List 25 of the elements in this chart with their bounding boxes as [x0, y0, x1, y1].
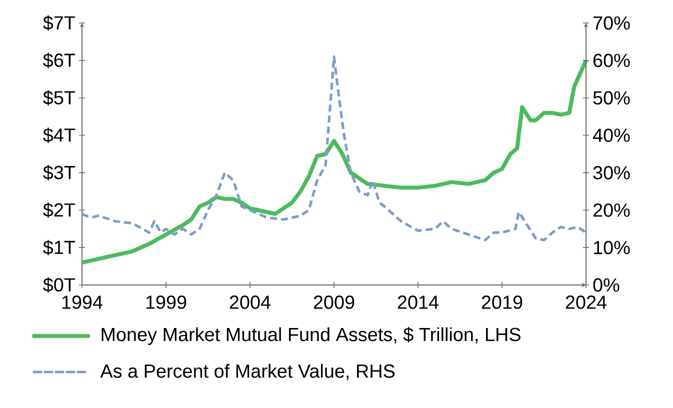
y-tick-label: $2T	[43, 202, 76, 218]
y-tick-label: $6T	[43, 52, 76, 68]
y2-tick-label: 20%	[593, 203, 630, 217]
legend-label: Money Market Mutual Fund Assets, $ Trillion, LHS	[102, 327, 520, 345]
y-tick-label: $4T	[43, 128, 76, 143]
y2-tick-label: 60%	[593, 54, 630, 68]
y-tick-label: $3T	[43, 165, 76, 180]
x-tick-label: 2024	[566, 296, 606, 309]
y2-tick-label: 10%	[594, 240, 630, 254]
y-tick-label: $7T	[43, 15, 76, 31]
x-tick-label: 2004	[230, 296, 270, 309]
x-tick-label: 1994	[62, 296, 102, 309]
y-tick-label: $0T	[43, 277, 76, 293]
y2-tick-label: 40%	[592, 128, 630, 142]
x-tick-label: 2019	[482, 296, 522, 309]
y2-tick-label: 50%	[593, 91, 630, 105]
x-tick-label: 1999	[146, 296, 186, 309]
y-tick-label: $5T	[43, 90, 76, 106]
y2-tick-label: 0%	[593, 278, 620, 292]
x-tick-label: 2009	[314, 296, 354, 309]
y-tick-label: $1T	[43, 240, 76, 256]
y2-tick-label: 70%	[594, 16, 630, 30]
y2-tick-label: 30%	[593, 166, 630, 180]
x-tick-label: 2014	[398, 296, 438, 309]
legend-label: As a Percent of Market Value, RHS	[100, 364, 395, 380]
